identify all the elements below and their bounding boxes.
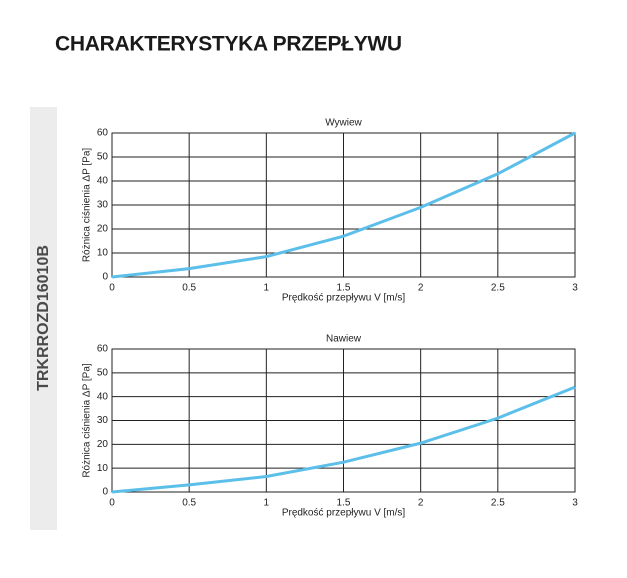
x-tick-label: 1: [264, 498, 270, 509]
y-tick-label: 60: [97, 344, 109, 355]
y-axis-label: Różnica ciśnienia ΔP [Pa]: [82, 363, 93, 478]
y-tick-label: 20: [97, 439, 109, 450]
y-tick-label: 40: [97, 176, 109, 187]
y-tick-label: 20: [97, 224, 109, 235]
y-tick-label: 30: [97, 415, 109, 426]
side-bar: [30, 107, 57, 530]
x-tick-label: 2: [418, 498, 424, 509]
x-axis-label: Prędkość przepływu V [m/s]: [282, 508, 406, 519]
data-line: [111, 131, 576, 279]
y-tick-label: 0: [102, 272, 108, 283]
x-tick-label: 0.5: [182, 283, 196, 294]
x-tick-label: 2: [418, 283, 424, 294]
side-label: TRKRROZD16010B: [35, 245, 52, 391]
chart-title: Wywiew: [325, 118, 362, 129]
x-tick-label: 1.5: [337, 498, 351, 509]
x-tick-label: 1.5: [337, 283, 351, 294]
y-tick-label: 10: [97, 248, 109, 259]
y-tick-label: 40: [97, 391, 109, 402]
x-tick-label: 1: [264, 283, 270, 294]
y-tick-label: 60: [97, 128, 109, 139]
x-tick-label: 3: [572, 283, 578, 294]
y-tick-label: 0: [102, 487, 108, 498]
x-tick-label: 0.5: [182, 498, 196, 509]
x-tick-label: 3: [572, 498, 578, 509]
data-line: [111, 385, 576, 494]
y-tick-label: 50: [97, 367, 109, 378]
x-tick-label: 2.5: [491, 283, 505, 294]
page-heading: CHARAKTERYSTYKA PRZEPŁYWU: [55, 33, 402, 56]
x-tick-label: 0: [109, 283, 115, 294]
y-tick-label: 30: [97, 200, 109, 211]
y-tick-label: 10: [97, 463, 109, 474]
x-tick-label: 2.5: [491, 498, 505, 509]
y-axis-label: Różnica ciśnienia ΔP [Pa]: [82, 148, 93, 263]
x-tick-label: 0: [109, 498, 115, 509]
y-tick-label: 50: [97, 152, 109, 163]
x-axis-label: Prędkość przepływu V [m/s]: [282, 293, 406, 304]
chart-title: Nawiew: [326, 334, 362, 345]
